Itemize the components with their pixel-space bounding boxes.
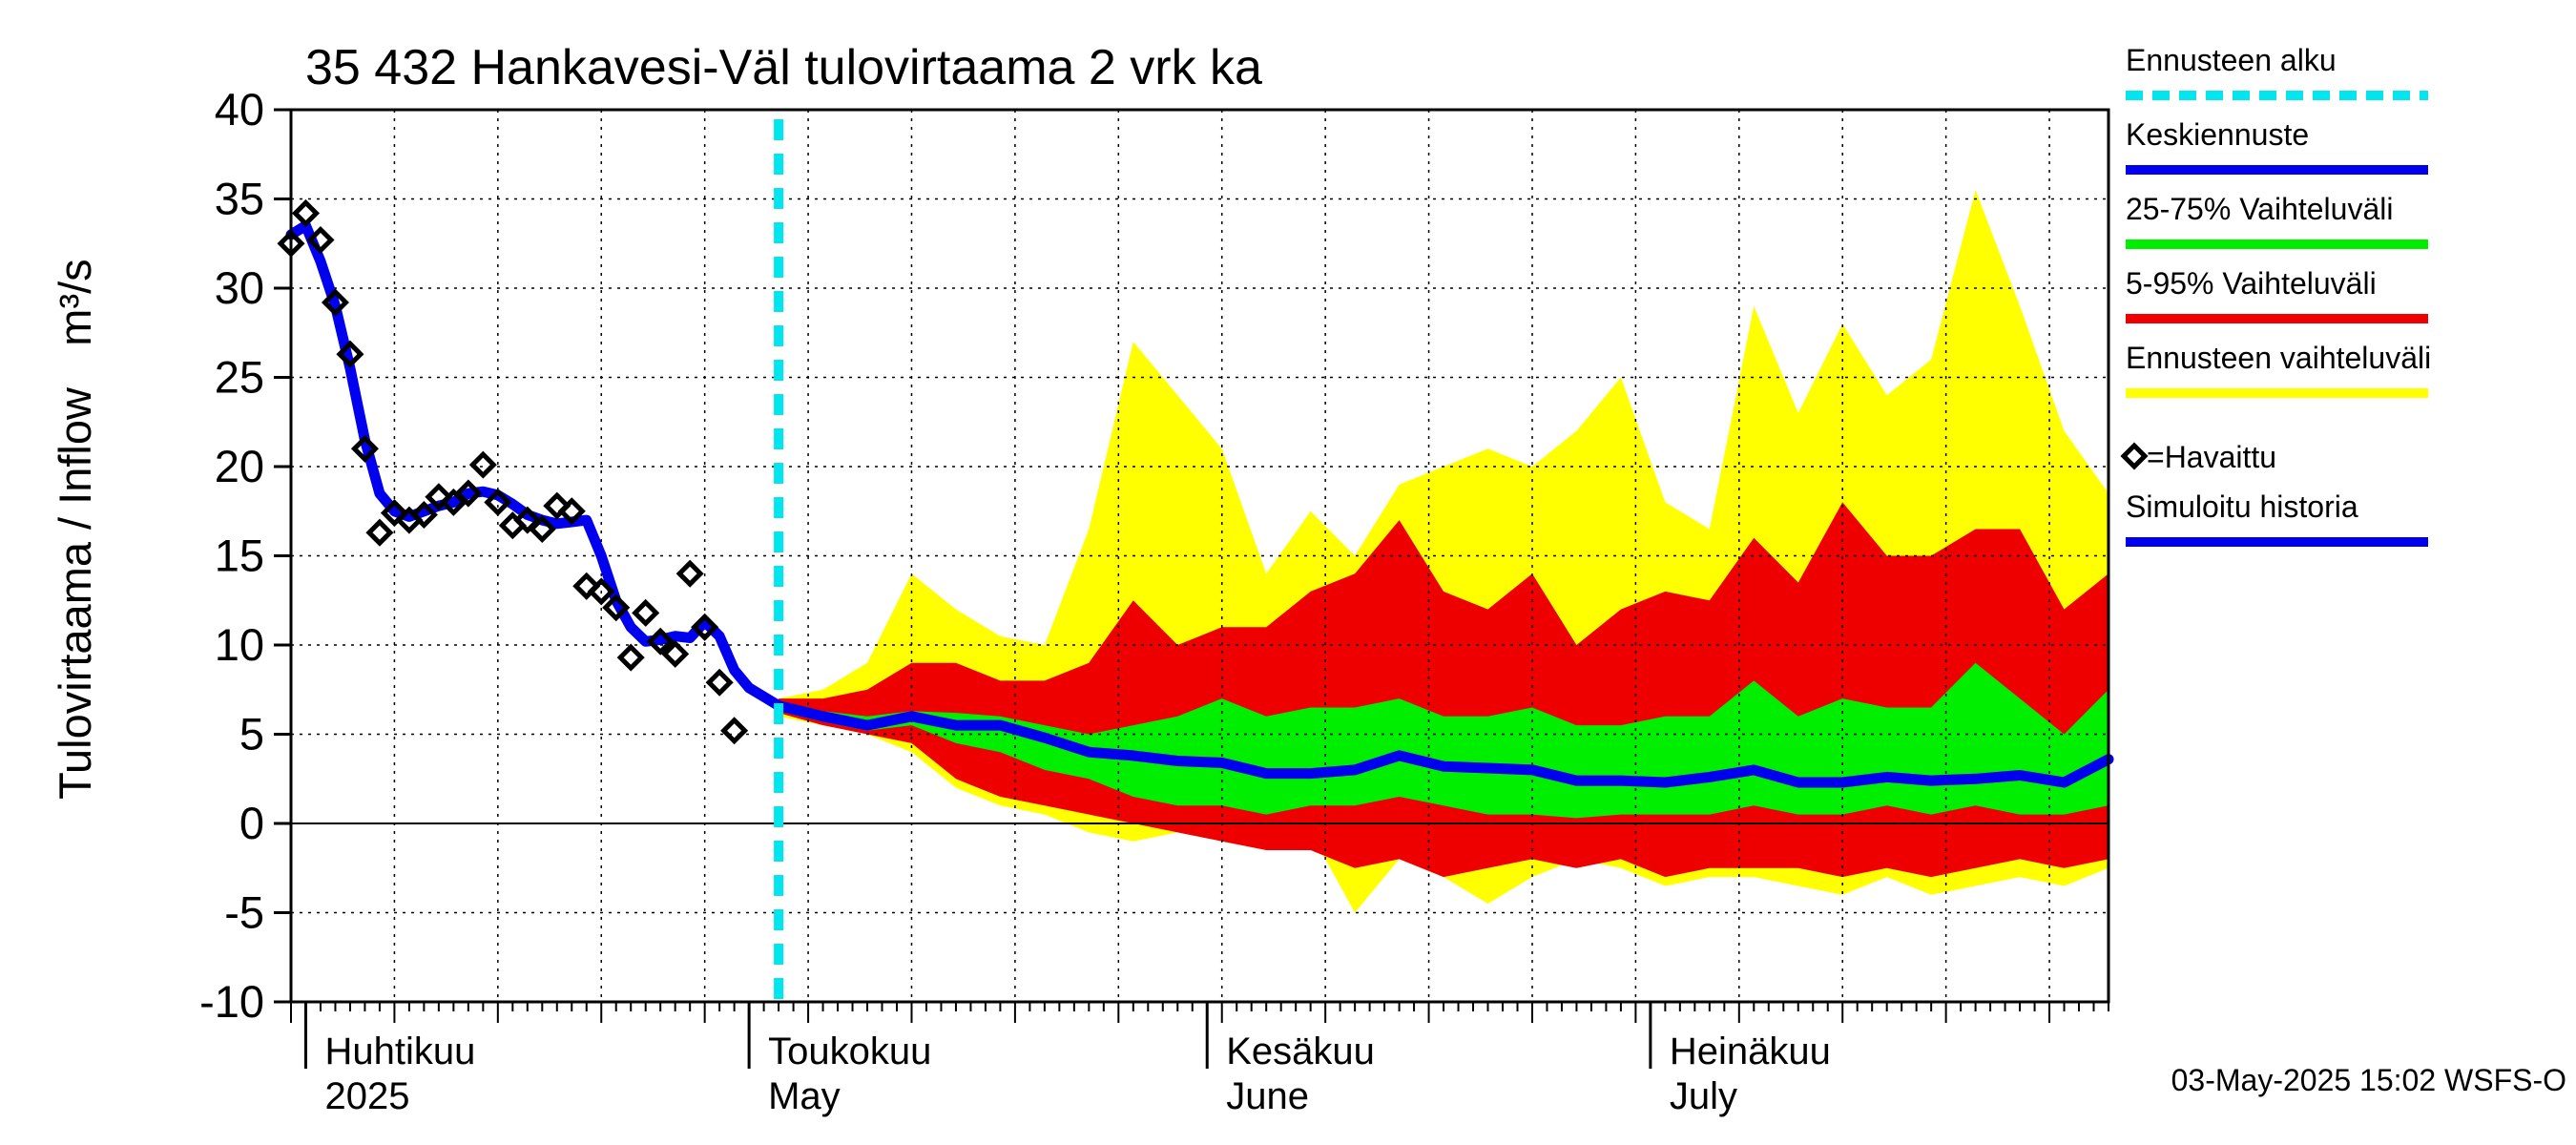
observed-point	[602, 593, 631, 622]
footer-timestamp: 03-May-2025 15:02 WSFS-O	[2171, 1063, 2566, 1097]
observed-point	[409, 500, 438, 530]
observed-point	[691, 613, 719, 641]
observed-point	[350, 434, 379, 463]
observed-point	[291, 198, 321, 227]
axis-ticks: -10 -5 0 5 10 15 20 25 30 35 40	[199, 84, 2109, 1027]
y-tick-label: 40	[215, 84, 264, 135]
observed-point	[468, 450, 497, 479]
month-label-en: 2025	[324, 1075, 409, 1117]
legend: Ennusteen alku Keskiennuste 25-75% Vaihtel…	[2120, 43, 2431, 547]
observed-point	[616, 643, 645, 672]
observed-point	[425, 483, 453, 511]
y-tick-label: -10	[199, 976, 264, 1027]
y-tick-label: 5	[239, 709, 264, 760]
legend-label: Ennusteen vaihteluväli	[2126, 341, 2431, 375]
y-tick-label: 20	[215, 441, 264, 491]
month-label: Toukokuu	[768, 1030, 931, 1072]
observed-markers	[277, 198, 749, 745]
observed-point	[484, 488, 512, 516]
y-tick-label: -5	[224, 887, 264, 938]
observed-point	[380, 499, 408, 528]
month-label: Heinäkuu	[1670, 1030, 1831, 1072]
observed-point	[587, 577, 615, 606]
observed-point	[306, 225, 335, 255]
month-label-en: June	[1226, 1075, 1309, 1117]
legend-label: 25-75% Vaihteluväli	[2126, 192, 2393, 226]
chart-title: 35 432 Hankavesi-Väl tulovirtaama 2 vrk …	[305, 40, 1262, 95]
legend-marker-observed	[2120, 442, 2149, 470]
month-label: Huhtikuu	[324, 1030, 475, 1072]
legend-label: Simuloitu historia	[2126, 489, 2358, 524]
y-axis-title: Tulovirtaama / Inflow m³/s	[50, 259, 100, 800]
observed-point	[646, 627, 675, 656]
month-label: Kesäkuu	[1226, 1030, 1375, 1072]
observed-point	[321, 288, 349, 317]
observed-point	[632, 598, 660, 627]
observed-point	[365, 518, 394, 547]
observed-point	[661, 639, 690, 668]
line-keskiennuste	[773, 700, 2114, 788]
month-label-en: July	[1670, 1075, 1737, 1117]
y-axis-unit: m³/s	[50, 259, 100, 345]
forecast-bands	[779, 190, 2109, 913]
legend-label: =Havaittu	[2147, 440, 2276, 474]
observed-point	[675, 559, 704, 588]
observed-point	[513, 506, 542, 534]
observed-point	[336, 340, 364, 368]
legend-label: Keskiennuste	[2126, 117, 2309, 152]
month-label-en: May	[768, 1075, 841, 1117]
observed-point	[528, 514, 556, 543]
observed-point	[454, 479, 483, 508]
y-tick-label: 30	[215, 262, 264, 313]
y-tick-label: 15	[215, 531, 264, 581]
y-tick-label: 0	[239, 798, 264, 848]
y-axis-label: Tulovirtaama / Inflow	[50, 386, 100, 800]
observed-point	[720, 717, 749, 745]
y-tick-label: 35	[215, 174, 264, 224]
y-tick-label: 25	[215, 352, 264, 403]
observed-point	[572, 572, 601, 600]
y-tick-label: 10	[215, 619, 264, 670]
observed-point	[543, 491, 571, 520]
observed-point	[557, 497, 586, 526]
legend-label: Ennusteen alku	[2126, 43, 2337, 77]
legend-label: 5-95% Vaihteluväli	[2126, 266, 2377, 301]
observed-point	[705, 668, 734, 697]
